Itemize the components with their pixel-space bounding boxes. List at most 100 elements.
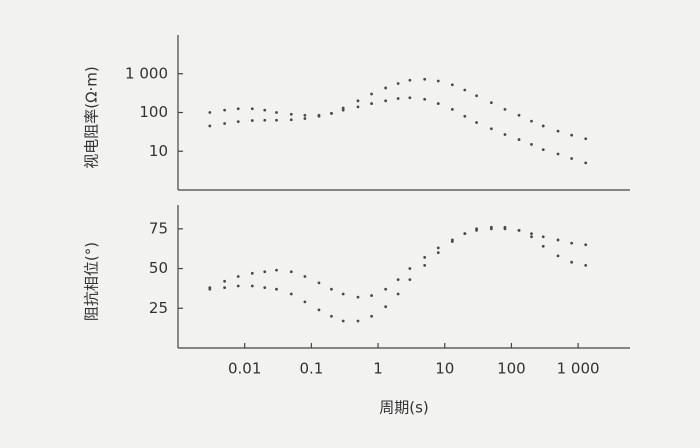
data-point xyxy=(530,232,533,236)
data-point xyxy=(317,308,321,312)
data-point xyxy=(436,79,440,83)
data-point xyxy=(436,102,440,105)
data-point xyxy=(423,263,427,267)
data-point xyxy=(250,271,254,275)
data-point xyxy=(384,305,388,309)
data-point xyxy=(370,92,373,96)
data-point xyxy=(408,96,412,100)
y-tick-label: 75 xyxy=(149,219,168,237)
data-point xyxy=(223,279,227,283)
data-point xyxy=(341,106,345,110)
data-point xyxy=(341,292,345,296)
x-tick-label: 100 xyxy=(497,360,526,378)
y-axis-label: 视电阻率(Ω·m) xyxy=(83,66,101,169)
data-point xyxy=(341,108,345,112)
data-point xyxy=(463,114,467,118)
y-tick-label: 1 000 xyxy=(125,64,168,82)
data-point xyxy=(263,270,267,274)
data-point xyxy=(317,114,321,118)
y-axis-label: 阻抗相位(°) xyxy=(83,242,101,321)
data-point xyxy=(356,319,360,323)
data-point xyxy=(330,287,333,291)
data-point xyxy=(330,111,333,115)
data-point xyxy=(541,244,545,248)
data-point xyxy=(489,101,493,105)
data-point xyxy=(530,143,533,146)
data-point xyxy=(530,119,533,123)
data-point xyxy=(408,78,412,82)
y-tick-label: 100 xyxy=(139,103,168,121)
data-point xyxy=(517,229,521,232)
y-tick-label: 50 xyxy=(149,259,168,277)
data-point xyxy=(250,119,254,122)
data-point xyxy=(541,235,545,239)
data-point xyxy=(503,133,507,136)
x-tick-label: 1 xyxy=(373,360,383,378)
data-point xyxy=(303,117,307,120)
data-point xyxy=(584,137,588,141)
x-tick-label: 1 000 xyxy=(557,360,600,378)
data-point xyxy=(396,278,400,282)
data-point xyxy=(475,94,478,98)
x-tick-label: 0.1 xyxy=(299,360,323,378)
data-point xyxy=(556,238,560,242)
x-tick-label: 10 xyxy=(435,360,454,378)
data-point xyxy=(275,111,278,114)
data-point xyxy=(263,108,267,112)
data-point xyxy=(317,281,321,285)
data-point xyxy=(289,118,293,122)
data-point xyxy=(396,82,400,85)
data-point xyxy=(517,113,521,117)
data-point xyxy=(436,246,440,250)
data-point xyxy=(556,152,560,156)
data-point xyxy=(489,225,493,229)
data-point xyxy=(570,241,574,245)
data-point xyxy=(275,287,278,291)
data-point xyxy=(584,263,588,267)
data-point xyxy=(570,260,574,264)
data-point xyxy=(208,124,212,128)
data-point xyxy=(423,77,427,81)
data-point xyxy=(517,138,521,141)
data-point xyxy=(208,287,212,291)
data-point xyxy=(223,108,227,112)
data-point xyxy=(289,292,293,296)
data-point xyxy=(450,83,454,87)
data-point xyxy=(236,284,240,288)
data-point xyxy=(541,148,545,152)
data-point xyxy=(463,88,467,92)
data-point xyxy=(303,300,307,304)
data-point xyxy=(356,105,360,109)
data-point xyxy=(370,314,373,318)
data-point xyxy=(556,129,560,133)
data-point xyxy=(263,286,267,290)
y-tick-label: 10 xyxy=(149,142,168,160)
data-point xyxy=(570,133,574,137)
data-point xyxy=(303,113,307,117)
data-point xyxy=(289,270,293,274)
data-point xyxy=(396,292,400,296)
data-point xyxy=(223,122,227,125)
data-point xyxy=(475,227,478,231)
data-point xyxy=(584,243,588,247)
data-point xyxy=(370,294,373,297)
data-point xyxy=(423,97,427,101)
y-tick-label: 25 xyxy=(149,299,168,317)
data-point xyxy=(384,99,388,103)
data-point xyxy=(330,314,333,318)
data-point xyxy=(236,275,240,278)
data-point xyxy=(263,118,267,122)
data-point xyxy=(450,240,454,243)
data-point xyxy=(530,235,533,239)
data-point xyxy=(236,107,240,111)
data-point xyxy=(489,127,493,131)
data-point xyxy=(341,319,345,323)
data-point xyxy=(541,124,545,128)
x-axis-label: 周期(s) xyxy=(379,399,429,417)
data-point xyxy=(436,251,440,255)
data-point xyxy=(408,267,412,270)
data-point xyxy=(423,256,427,259)
data-point xyxy=(503,225,507,229)
x-tick-label: 0.01 xyxy=(228,360,261,378)
